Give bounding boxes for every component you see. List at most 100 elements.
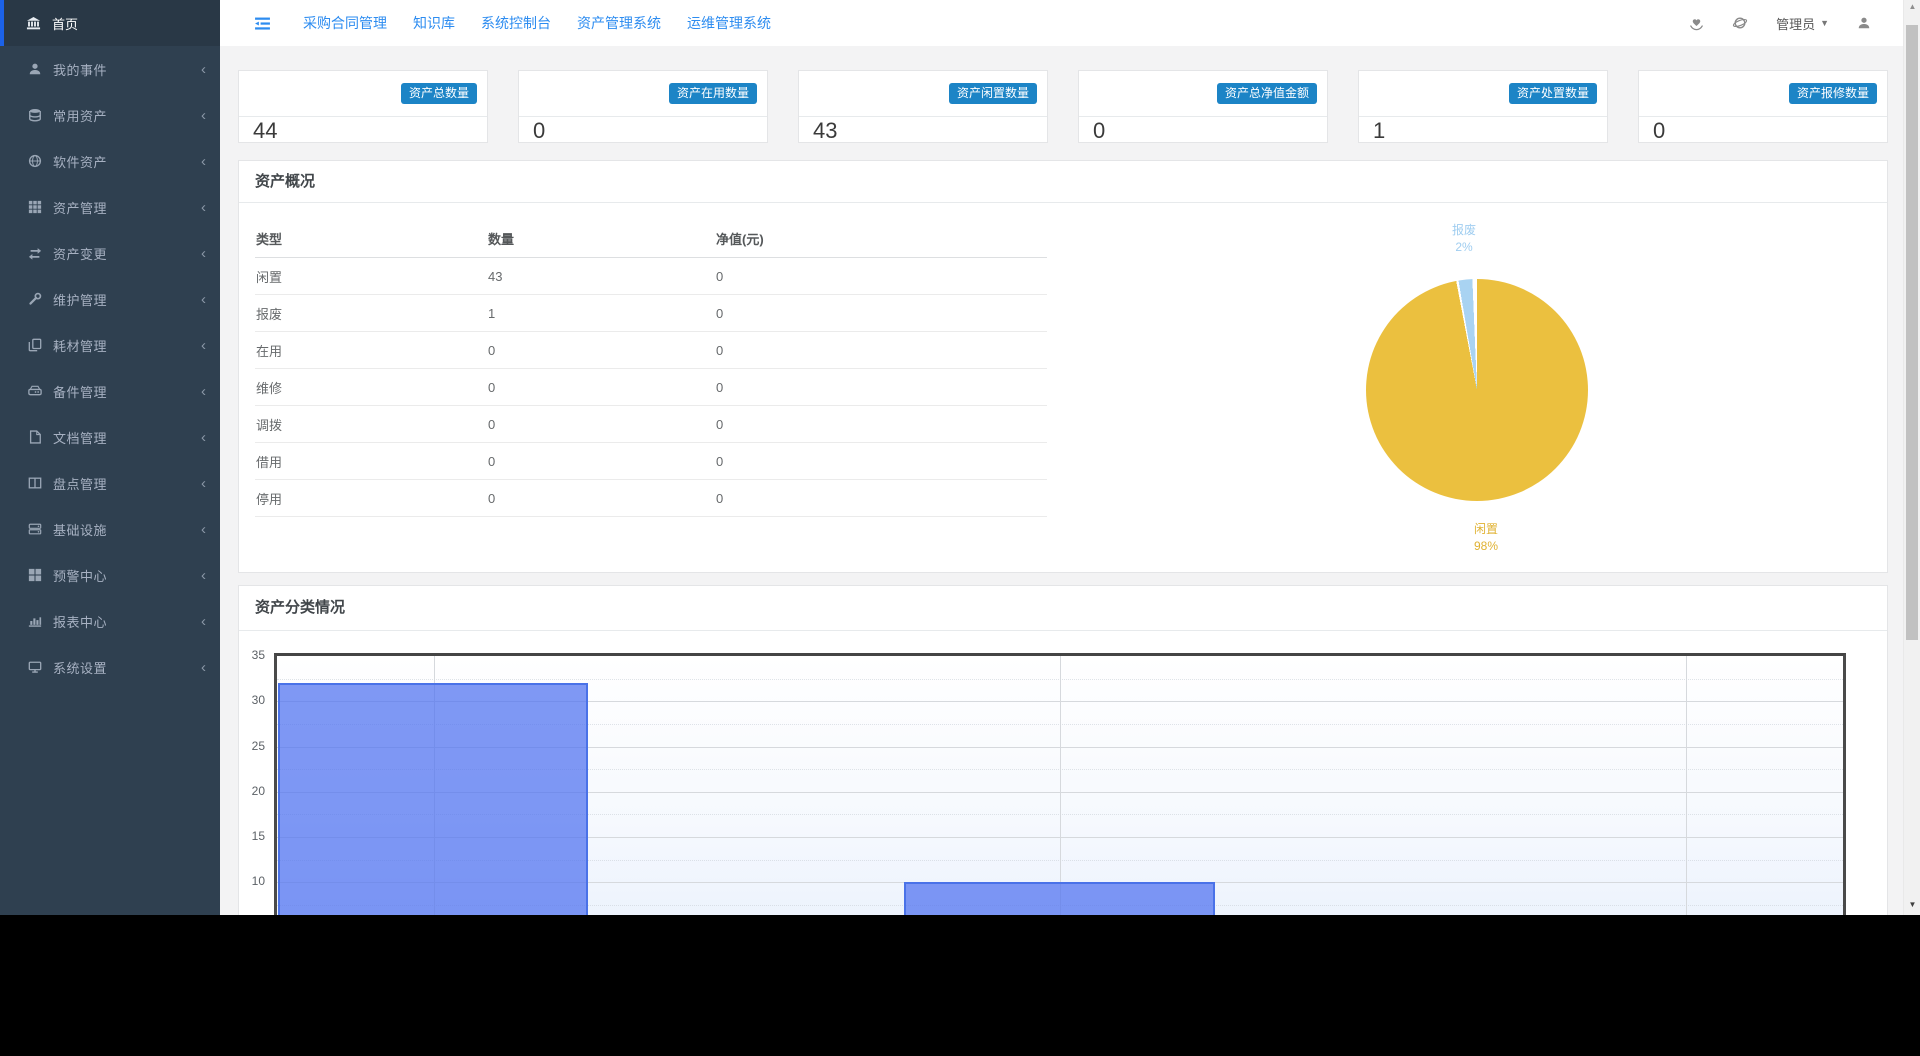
grid-icon xyxy=(26,200,43,214)
bar-chart-area: 35 30 25 20 15 10 xyxy=(252,648,1846,915)
y-axis-tick-label: 25 xyxy=(251,738,265,753)
vertical-scrollbar[interactable]: ▲ ▼ xyxy=(1903,0,1920,915)
stat-card-net-value: 资产总净值金额 0 xyxy=(1078,70,1328,143)
sidebar-item-asset-management[interactable]: 资产管理 ‹ xyxy=(0,184,220,230)
table-row: 借用 0 0 xyxy=(255,442,1047,480)
bar-slot-2 xyxy=(904,882,1215,915)
asset-classification-panel: 资产分类情况 35 30 25 20 15 10 xyxy=(238,585,1888,915)
nav-item-ops-system[interactable]: 运维管理系统 xyxy=(687,15,771,31)
column-header: 数量 xyxy=(487,219,715,258)
chevron-left-icon: ‹ xyxy=(201,290,206,308)
exchange-icon xyxy=(26,246,43,260)
stat-card-idle: 资产闲置数量 43 xyxy=(798,70,1048,143)
table-row: 闲置 43 0 xyxy=(255,257,1047,295)
status-badge: 资产在用数量 xyxy=(668,83,757,104)
sidebar-item-spare-parts[interactable]: 备件管理 ‹ xyxy=(0,368,220,414)
sidebar-item-report-center[interactable]: 报表中心 ‹ xyxy=(0,598,220,644)
care-icon[interactable] xyxy=(1689,16,1704,31)
status-badge: 资产处置数量 xyxy=(1508,83,1597,104)
stat-card-in-use: 资产在用数量 0 xyxy=(518,70,768,143)
y-axis-tick-label: 20 xyxy=(251,783,265,798)
table-row: 报废 1 0 xyxy=(255,294,1047,332)
chevron-left-icon: ‹ xyxy=(201,474,206,492)
table-row: 在用 0 0 xyxy=(255,331,1047,369)
admin-dropdown[interactable]: 管理员 ▼ xyxy=(1776,14,1829,33)
sidebar-item-inventory[interactable]: 盘点管理 ‹ xyxy=(0,460,220,506)
chevron-left-icon: ‹ xyxy=(201,244,206,262)
sidebar-item-home[interactable]: 首页 xyxy=(0,0,220,46)
sidebar-item-my-events[interactable]: 我的事件 ‹ xyxy=(0,46,220,92)
globe-icon xyxy=(26,154,43,168)
top-navbar: 采购合同管理 知识库 系统控制台 资产管理系统 运维管理系统 管理员 ▼ xyxy=(220,0,1903,46)
desktop-icon xyxy=(26,660,43,674)
status-badge: 资产总净值金额 xyxy=(1216,83,1317,104)
nav-item-purchase-contract[interactable]: 采购合同管理 xyxy=(303,15,387,31)
columns-icon xyxy=(26,476,43,490)
sidebar: 首页 我的事件 ‹ 常用资产 ‹ 软件资产 ‹ 资产管理 ‹ 资产变更 ‹ xyxy=(0,0,220,915)
copy-icon xyxy=(26,338,43,352)
chevron-left-icon: ‹ xyxy=(201,152,206,170)
y-axis-tick-label: 10 xyxy=(251,874,265,889)
y-axis-tick-label: 30 xyxy=(251,693,265,708)
globe-network-icon[interactable] xyxy=(1732,15,1748,31)
asset-overview-panel: 资产概况 类型 数量 净值(元) 闲置 43 0 报废 1 0 在用 0 0 维修 0 0 调拨… xyxy=(238,160,1888,573)
stat-card-repair: 资产报修数量 0 xyxy=(1638,70,1888,143)
bar-slot-0 xyxy=(278,683,589,915)
database-icon xyxy=(26,108,43,122)
pie-label-scrapped: 报废 2% xyxy=(1451,223,1476,254)
sidebar-item-alert-center[interactable]: 预警中心 ‹ xyxy=(0,552,220,598)
stat-value: 0 xyxy=(1093,118,1106,143)
stat-card-total-assets: 资产总数量 44 xyxy=(238,70,488,143)
sidebar-item-asset-change[interactable]: 资产变更 ‹ xyxy=(0,230,220,276)
stat-value: 1 xyxy=(1373,118,1386,143)
caret-down-icon: ▼ xyxy=(1820,18,1829,28)
stat-value: 43 xyxy=(813,118,838,143)
gridline-vertical xyxy=(1686,656,1688,915)
sidebar-toggle-icon[interactable] xyxy=(254,15,271,32)
file-icon xyxy=(26,430,43,444)
nav-item-asset-system[interactable]: 资产管理系统 xyxy=(577,15,661,31)
chevron-left-icon: ‹ xyxy=(201,198,206,216)
sidebar-item-maintenance[interactable]: 维护管理 ‹ xyxy=(0,276,220,322)
hdd-icon xyxy=(26,384,43,398)
column-header: 类型 xyxy=(255,219,487,258)
asset-classification-bar-chart xyxy=(274,653,1846,915)
stat-cards-row: 资产总数量 44 资产在用数量 0 资产闲置数量 43 资产总净值金额 0 资产… xyxy=(238,70,1888,143)
sidebar-item-infrastructure[interactable]: 基础设施 ‹ xyxy=(0,506,220,552)
server-icon xyxy=(26,522,43,536)
scrollbar-up-arrow[interactable]: ▲ xyxy=(1908,2,1917,11)
y-axis-tick-label: 35 xyxy=(251,648,265,662)
sidebar-item-label: 首页 xyxy=(52,16,79,32)
gridline-vertical xyxy=(1060,656,1061,915)
stat-value: 44 xyxy=(253,118,278,143)
sidebar-item-system-settings[interactable]: 系统设置 ‹ xyxy=(0,644,220,690)
status-badge: 资产闲置数量 xyxy=(948,83,1037,104)
status-badge: 资产总数量 xyxy=(400,83,477,104)
nav-item-system-console[interactable]: 系统控制台 xyxy=(481,15,551,31)
user-icon xyxy=(26,62,43,76)
user-avatar-icon[interactable] xyxy=(1857,16,1871,30)
status-badge: 资产报修数量 xyxy=(1788,83,1877,104)
asset-status-pie-chart xyxy=(1366,279,1588,501)
sidebar-item-software-assets[interactable]: 软件资产 ‹ xyxy=(0,138,220,184)
wrench-icon xyxy=(26,292,43,306)
stat-card-disposed: 资产处置数量 1 xyxy=(1358,70,1608,143)
app-window: 首页 我的事件 ‹ 常用资产 ‹ 软件资产 ‹ 资产管理 ‹ 资产变更 ‹ xyxy=(0,0,1920,915)
nav-item-knowledge-base[interactable]: 知识库 xyxy=(413,15,455,31)
stat-value: 0 xyxy=(1653,118,1666,143)
chevron-left-icon: ‹ xyxy=(201,60,206,78)
chevron-left-icon: ‹ xyxy=(201,520,206,538)
column-header: 净值(元) xyxy=(715,219,1047,258)
scrollbar-down-arrow[interactable]: ▼ xyxy=(1908,900,1917,909)
scrollbar-thumb[interactable] xyxy=(1906,25,1918,640)
sidebar-item-common-assets[interactable]: 常用资产 ‹ xyxy=(0,92,220,138)
chevron-left-icon: ‹ xyxy=(201,106,206,124)
chevron-left-icon: ‹ xyxy=(201,382,206,400)
sidebar-item-consumables[interactable]: 耗材管理 ‹ xyxy=(0,322,220,368)
sidebar-item-documents[interactable]: 文档管理 ‹ xyxy=(0,414,220,460)
panel-title: 资产分类情况 xyxy=(239,586,1887,631)
chevron-left-icon: ‹ xyxy=(201,428,206,446)
chevron-left-icon: ‹ xyxy=(201,658,206,676)
admin-label: 管理员 xyxy=(1776,16,1816,32)
asset-status-table: 类型 数量 净值(元) 闲置 43 0 报废 1 0 在用 0 0 维修 0 0 调拨 0 0 借用… xyxy=(255,219,1047,517)
